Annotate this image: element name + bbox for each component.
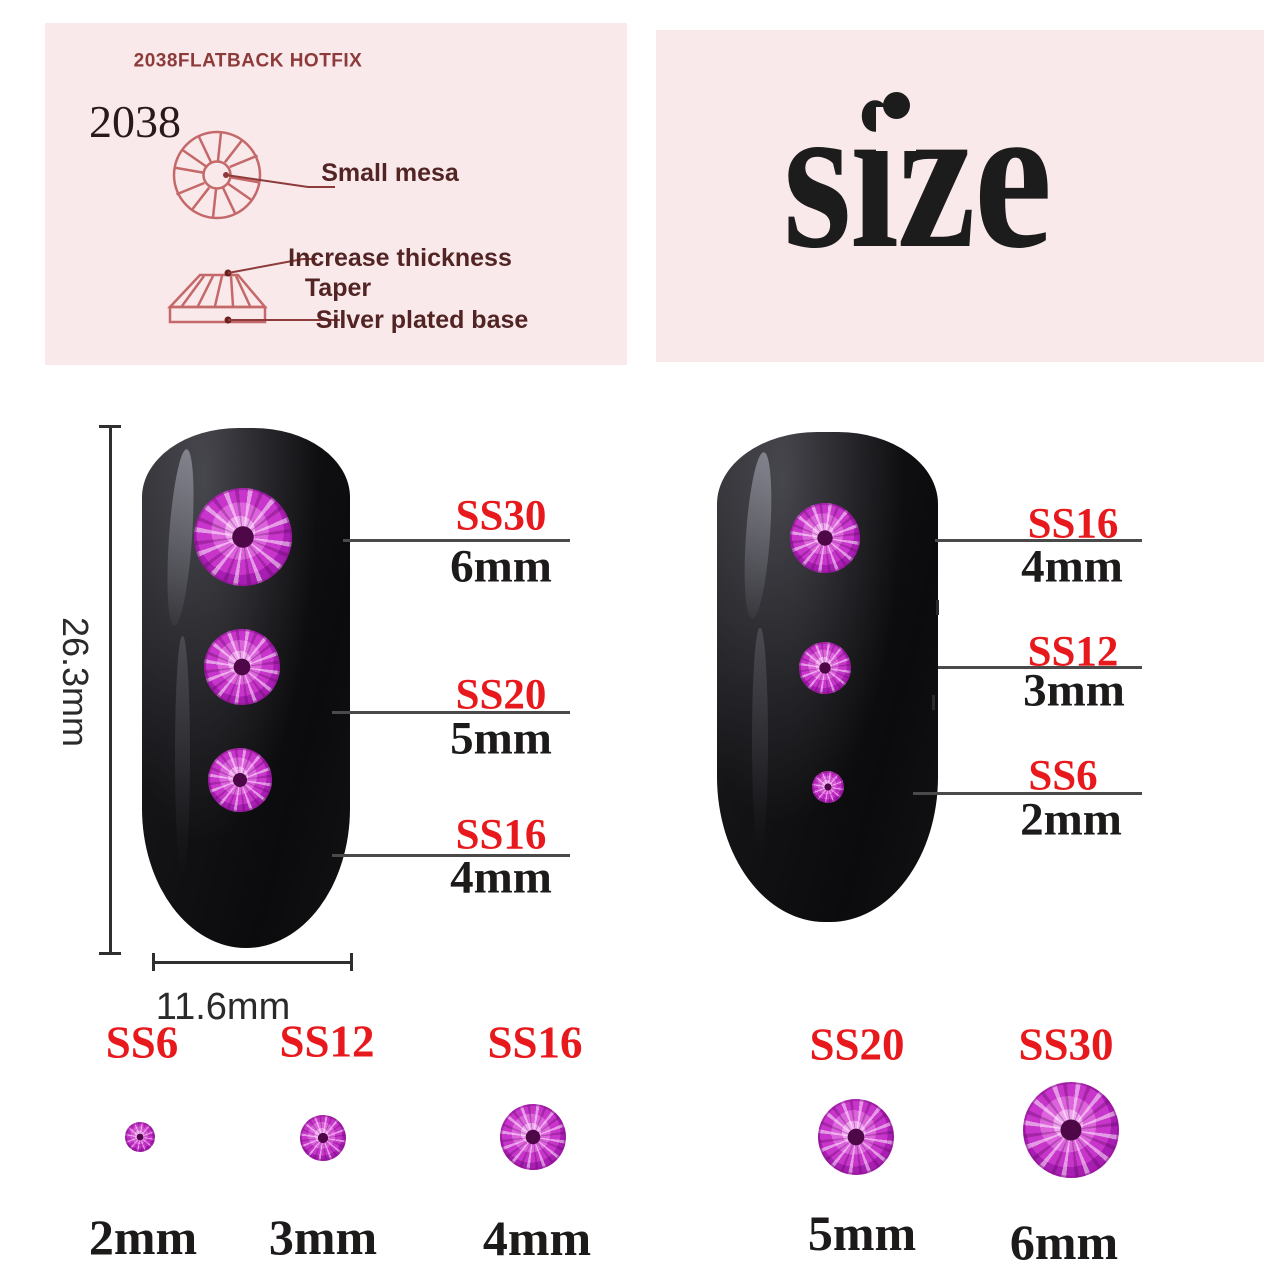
label-4mm-right: 4mm [1021, 540, 1123, 593]
callout-silver-plated-base: Silver plated base [315, 305, 529, 334]
chart-label-ss6: SS6 [105, 1017, 179, 1068]
dimension-cap-top [99, 425, 121, 428]
chart-label-2mm: 2mm [88, 1209, 198, 1265]
thickness-leader-line [227, 258, 317, 274]
chart-rhinestone-ss20 [818, 1099, 894, 1175]
chart-label-3mm: 3mm [268, 1209, 378, 1265]
label-ss20: SS20 [455, 671, 547, 719]
chart-label-5mm: 5mm [807, 1205, 917, 1261]
nail-edge-tick-lower [932, 695, 935, 710]
diagram-panel-title: 2038FLATBACK HOTFIX [133, 50, 363, 72]
dimension-line-width [153, 961, 353, 964]
rhinestone-ss16-right [790, 503, 860, 573]
chart-rhinestone-ss6 [125, 1122, 155, 1152]
rhinestone-ss12 [799, 642, 851, 694]
leader-line-ss30 [343, 539, 570, 542]
model-number: 2038 [89, 96, 181, 147]
chart-label-ss16: SS16 [487, 1017, 583, 1068]
label-2mm: 2mm [1020, 793, 1122, 846]
chart-label-ss12: SS12 [279, 1016, 375, 1067]
rhinestone-ss20 [204, 629, 280, 705]
dimension-line-height [109, 427, 112, 955]
size-header-panel [656, 30, 1264, 362]
chart-rhinestone-ss12 [300, 1115, 346, 1161]
label-6mm: 6mm [450, 540, 552, 593]
rhinestone-ss6 [812, 771, 844, 803]
rhinestone-ss16-left [208, 748, 272, 812]
chart-label-4mm: 4mm [482, 1210, 592, 1266]
size-title-dot-icon [883, 92, 910, 119]
chart-label-ss20: SS20 [809, 1019, 905, 1070]
callout-increase-thickness: Increase thickness [288, 243, 512, 272]
chart-rhinestone-ss16 [500, 1104, 566, 1170]
label-4mm-left: 4mm [450, 851, 552, 904]
chart-rhinestone-ss30 [1023, 1082, 1119, 1178]
dimension-label-height: 26.3mm [55, 616, 96, 748]
rhinestone-structure-diagram [167, 130, 340, 324]
leader-line-ss20 [332, 711, 570, 714]
dimension-label-width: 11.6mm [155, 986, 291, 1028]
rhinestone-ss30 [194, 488, 292, 586]
leader-line-ss12 [938, 666, 1142, 669]
chart-label-ss30: SS30 [1018, 1019, 1114, 1070]
dimension-cap-bottom [99, 952, 121, 955]
label-5mm: 5mm [450, 712, 552, 765]
dimension-cap-left [152, 953, 155, 971]
small-mesa-leader-line [225, 174, 335, 188]
dimension-cap-right [350, 953, 353, 971]
leader-line-ss16-right [935, 539, 1142, 542]
chart-label-6mm: 6mm [1009, 1214, 1119, 1270]
label-ss16-right: SS16 [1027, 500, 1119, 548]
leader-line-ss6 [913, 792, 1142, 795]
nail-edge-tick-upper [936, 600, 939, 615]
label-ss30: SS30 [455, 492, 547, 540]
size-title: size [783, 60, 1052, 292]
label-ss6: SS6 [1028, 752, 1098, 800]
callout-taper: Taper [304, 273, 372, 302]
label-ss16-left: SS16 [455, 811, 547, 859]
structure-diagram-panel [45, 23, 627, 365]
label-3mm: 3mm [1023, 664, 1125, 717]
callout-small-mesa: Small mesa [321, 158, 459, 187]
leader-line-ss16-left [332, 854, 570, 857]
